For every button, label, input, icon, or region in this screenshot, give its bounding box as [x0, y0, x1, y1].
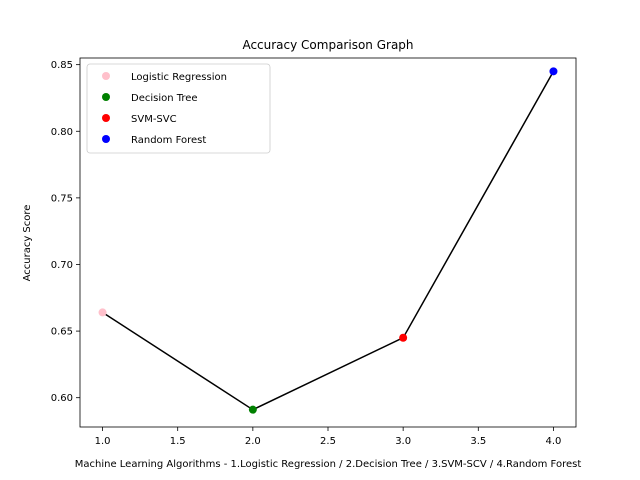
data-point [549, 67, 558, 76]
x-tick-label: 1.5 [170, 436, 186, 447]
legend-marker [102, 135, 110, 143]
x-tick-label: 4.0 [546, 436, 562, 447]
y-tick-label: 0.60 [51, 393, 73, 404]
accuracy-line [102, 70, 555, 411]
chart-title: Accuracy Comparison Graph [242, 38, 413, 52]
x-tick-label: 3.5 [470, 436, 486, 447]
x-tick-label: 3.0 [395, 436, 411, 447]
y-tick-label: 0.85 [51, 60, 73, 71]
x-tick-label: 1.0 [95, 436, 111, 447]
legend-label: Random Forest [131, 135, 206, 146]
legend-frame [86, 63, 271, 154]
y-axis-label: Accuracy Score [22, 205, 33, 282]
legend-marker [102, 93, 110, 101]
y-tick-label: 0.70 [51, 260, 73, 271]
data-point [399, 333, 408, 342]
x-tick-label: 2.0 [245, 436, 261, 447]
legend-marker [102, 114, 110, 122]
x-tick-label: 2.5 [320, 436, 336, 447]
legend-label: Logistic Regression [131, 72, 227, 83]
y-tick-label: 0.75 [51, 193, 73, 204]
data-point [98, 308, 107, 317]
plot-area: 1.0 1.5 2.0 2.5 3.0 3.5 4.0 0.60 0.65 0.70 0.75 0.8… [51, 57, 577, 447]
x-axis-label: Machine Learning Algorithms - 1.Logistic… [75, 459, 582, 470]
y-tick-label: 0.65 [51, 327, 73, 338]
legend: Logistic Regression Decision Tree SVM-SVC R… [86, 63, 271, 154]
legend-label: SVM-SVC [131, 114, 177, 125]
data-point [248, 405, 257, 414]
y-tick-label: 0.80 [51, 127, 73, 138]
legend-label: Decision Tree [131, 93, 198, 104]
legend-marker [102, 72, 110, 80]
